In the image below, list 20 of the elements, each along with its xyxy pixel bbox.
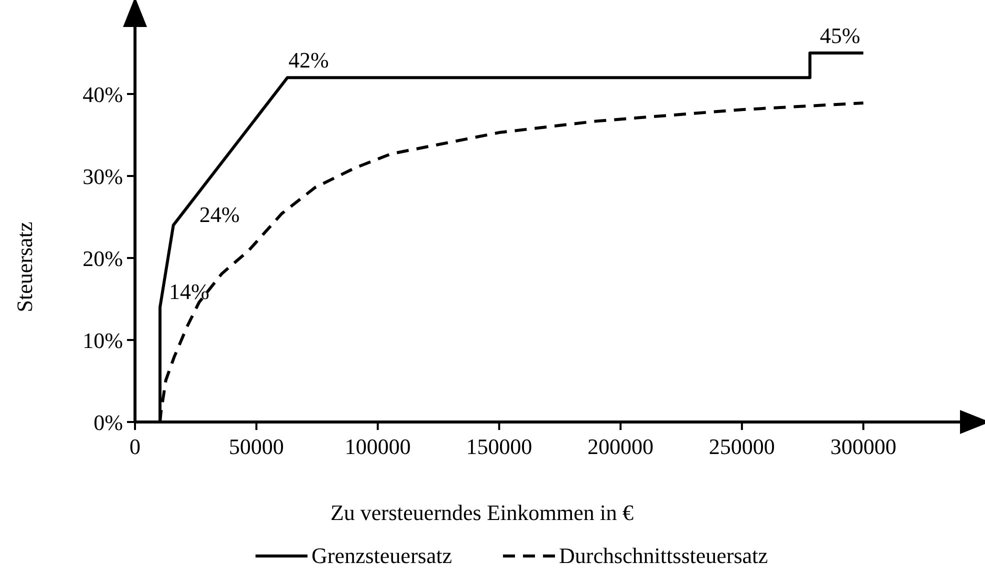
legend-label: Durchschnittssteuersatz <box>559 543 768 568</box>
x-tick-label: 250000 <box>708 434 775 459</box>
x-tick-label: 150000 <box>466 434 532 459</box>
annotation: 45% <box>820 23 860 48</box>
y-tick-label: 20% <box>82 246 123 271</box>
x-axis-title: Zu versteuerndes Einkommen in € <box>330 500 634 525</box>
x-tick-label: 50000 <box>228 434 284 459</box>
y-tick-label: 0% <box>94 410 123 435</box>
x-tick-label: 0 <box>130 434 140 459</box>
y-tick-label: 10% <box>82 328 123 353</box>
y-tick-label: 40% <box>82 82 123 107</box>
x-tick-label: 200000 <box>588 434 654 459</box>
annotation: 42% <box>288 48 329 73</box>
annotation: 24% <box>199 202 240 228</box>
x-tick-label: 100000 <box>344 434 411 459</box>
annotation: 14% <box>169 279 210 304</box>
x-tick-label: 300000 <box>830 434 896 459</box>
legend-label: Grenzsteuersatz <box>312 543 452 568</box>
y-axis-title: Steuersatz <box>12 222 37 312</box>
y-tick-label: 30% <box>82 164 123 189</box>
